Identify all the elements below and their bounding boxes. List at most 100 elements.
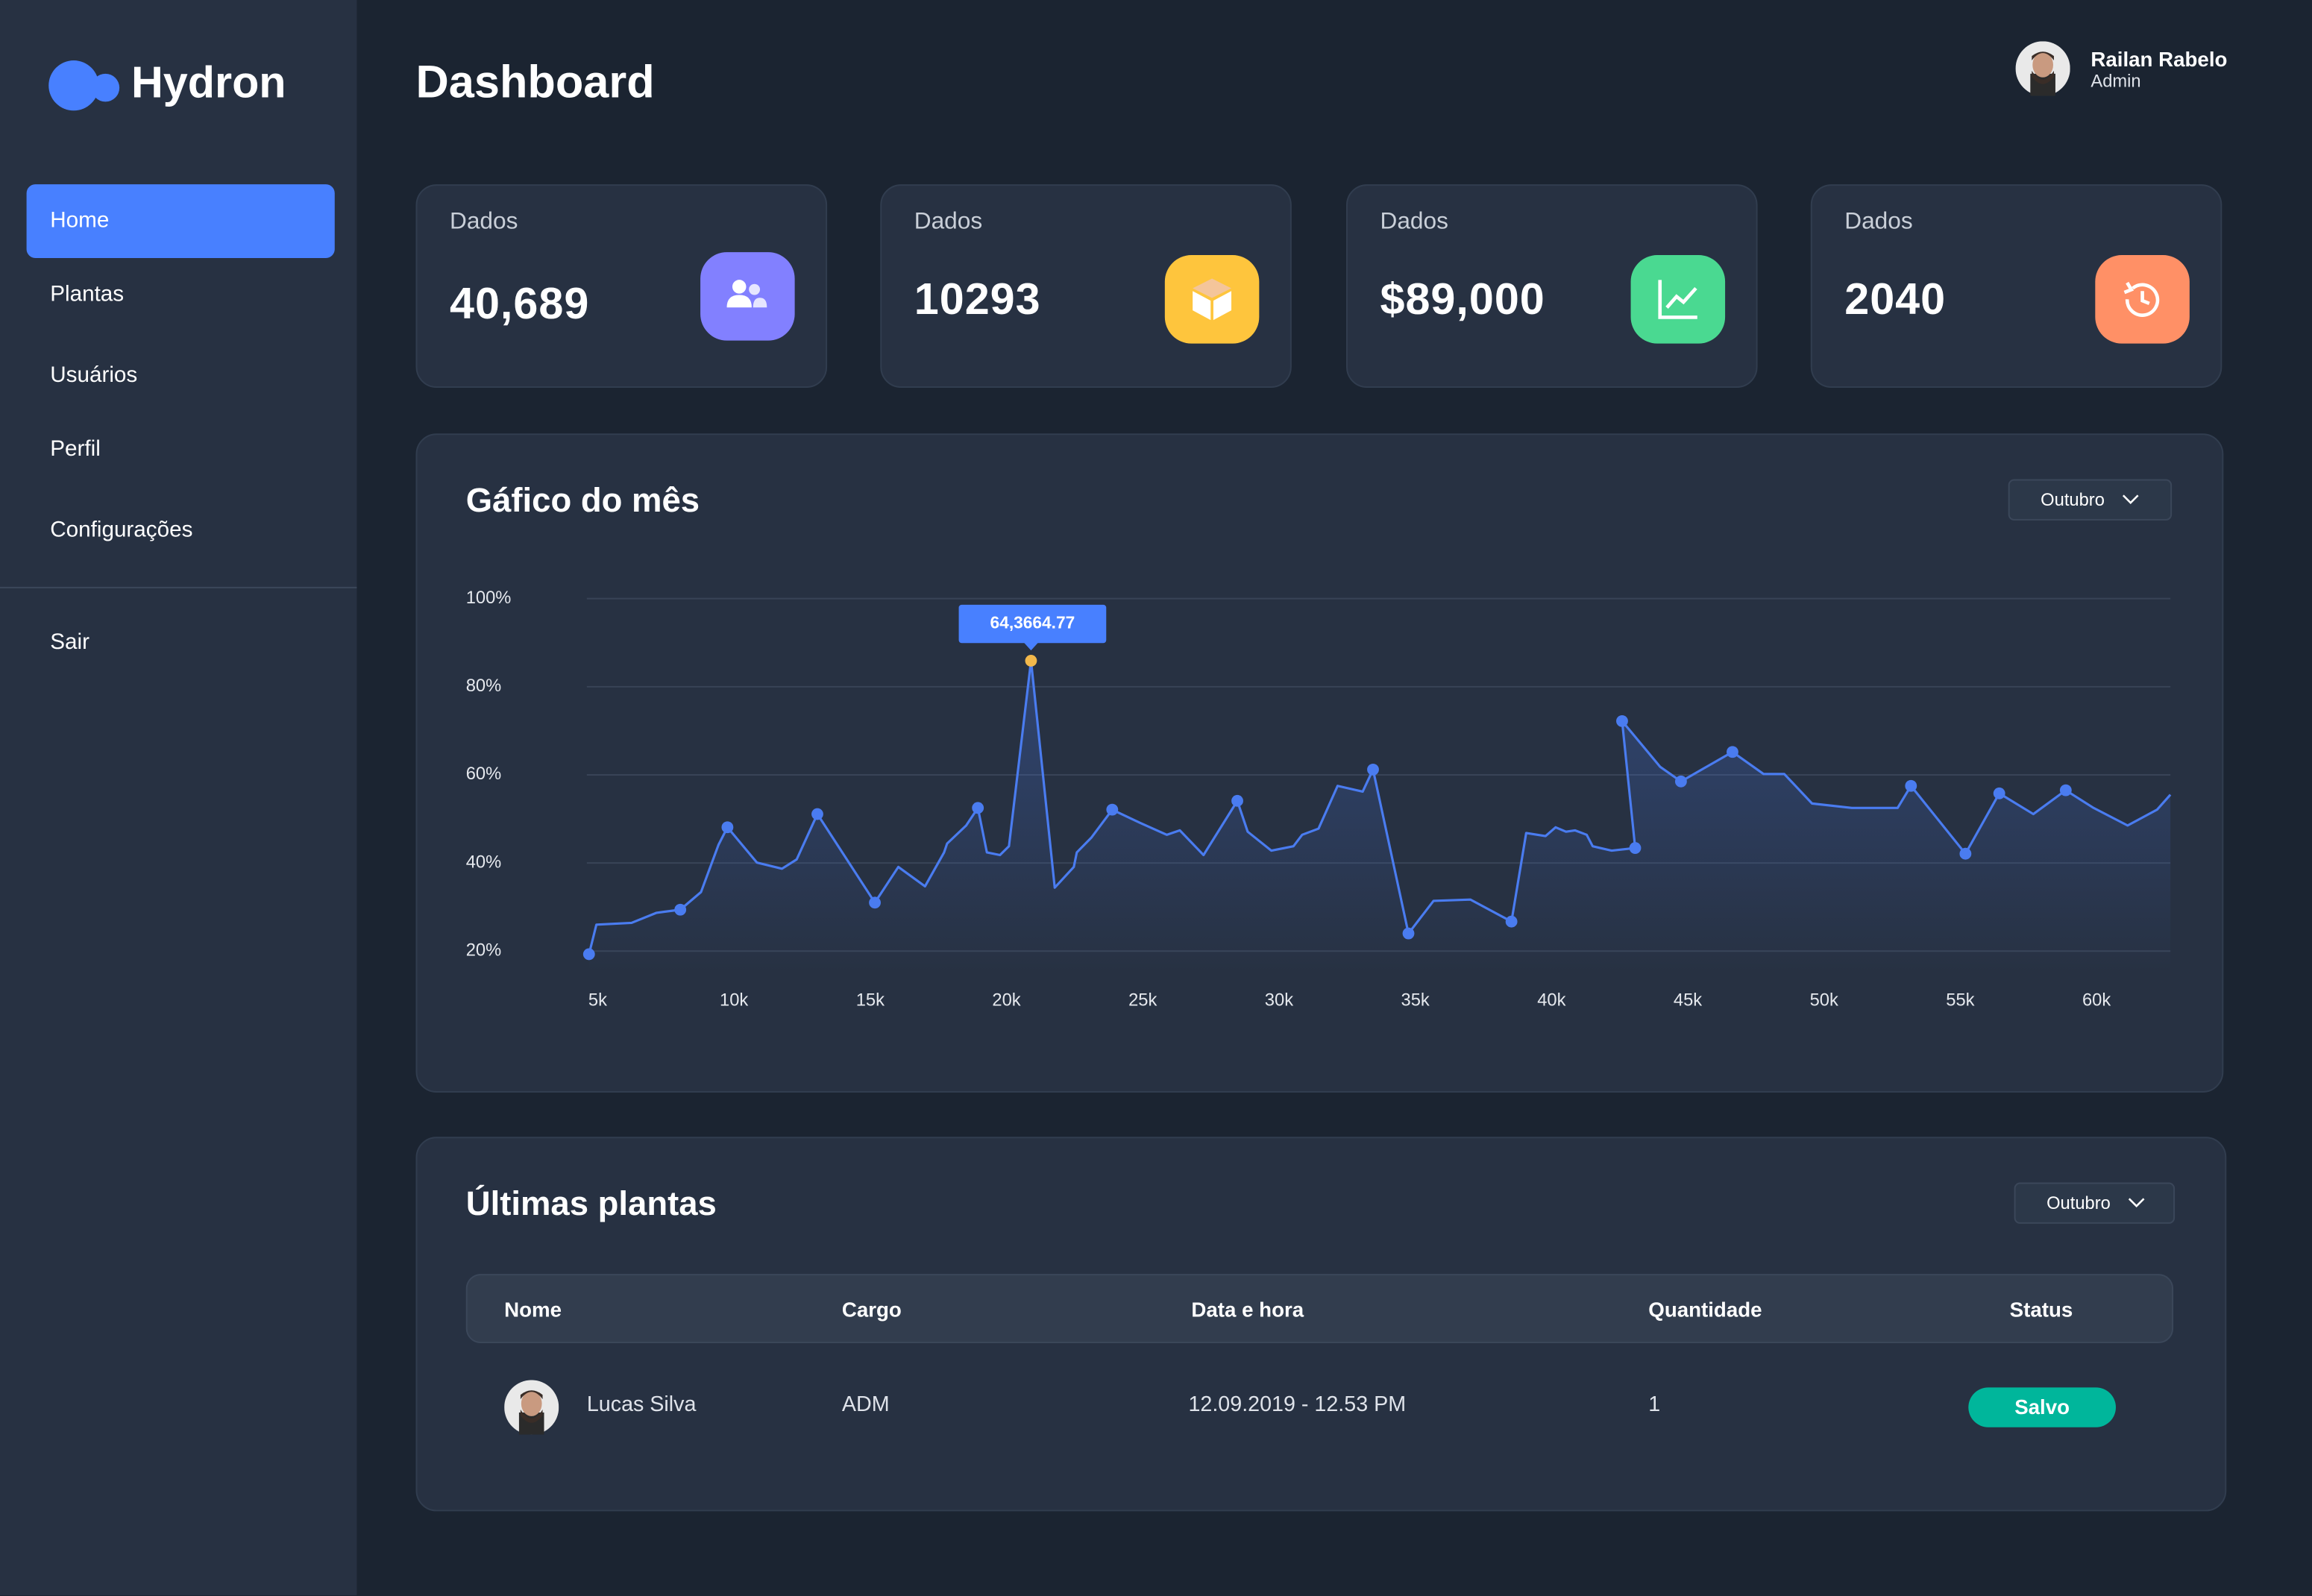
column-header: Data e hora xyxy=(1191,1297,1304,1322)
logo-mark xyxy=(48,60,99,111)
card-value: 2040 xyxy=(1844,275,1947,324)
y-tick-label: 60% xyxy=(466,764,501,784)
chevron xyxy=(2129,1198,2146,1208)
data-point xyxy=(1106,803,1119,816)
nav-active-bg[interactable] xyxy=(26,184,335,258)
user-name: Railan Rabelo xyxy=(2090,47,2228,71)
user-role: Admin xyxy=(2090,70,2141,92)
icon-glyph xyxy=(726,280,767,308)
x-tick-label: 40k xyxy=(1537,991,1565,1011)
icon-glyph xyxy=(2123,281,2160,317)
data-point xyxy=(972,802,984,814)
data-point xyxy=(1674,775,1687,788)
y-tick-label: 80% xyxy=(466,676,501,696)
x-tick-label: 35k xyxy=(1401,991,1430,1011)
icon-glyph xyxy=(1193,278,1232,321)
x-tick-label: 50k xyxy=(1810,991,1838,1011)
x-tick-label: 15k xyxy=(856,991,885,1011)
table-cell: 1 xyxy=(1648,1393,1661,1417)
column-header: Status xyxy=(2009,1297,2073,1322)
card-icon xyxy=(1630,255,1726,344)
y-tick-label: 100% xyxy=(466,588,512,608)
divider xyxy=(0,586,357,588)
chart-panel xyxy=(415,433,2224,1093)
column-header: Nome xyxy=(504,1297,562,1322)
card-label: Dados xyxy=(1844,209,1913,235)
data-point xyxy=(721,821,734,834)
x-tick-label: 60k xyxy=(2082,991,2111,1011)
highlight-point xyxy=(1025,655,1037,667)
tooltip-label: 64,3664.77 xyxy=(990,613,1075,632)
dropdown-label: Outubro xyxy=(2041,489,2105,511)
table-cell: ADM xyxy=(841,1393,890,1417)
line xyxy=(588,659,2172,955)
card-value: $89,000 xyxy=(1380,275,1545,324)
data-point xyxy=(869,896,881,909)
data-point xyxy=(1505,915,1518,928)
row-avatar xyxy=(504,1380,559,1435)
x-tick-label: 25k xyxy=(1128,991,1157,1011)
card-icon xyxy=(1164,255,1260,344)
chart-title: Gáfico do mês xyxy=(465,480,700,519)
x-tick-label: 55k xyxy=(1946,991,1974,1011)
card-icon xyxy=(2095,255,2190,344)
logo-mark xyxy=(91,73,120,102)
dropdown-label: Outubro xyxy=(2046,1193,2111,1214)
data-point xyxy=(1402,927,1415,940)
status-pill: Salvo xyxy=(1968,1387,2116,1427)
column-header: Cargo xyxy=(841,1297,902,1322)
month-dropdown[interactable]: Outubro xyxy=(2008,479,2173,521)
card-label: Dados xyxy=(914,209,983,235)
x-tick-label: 45k xyxy=(1674,991,1702,1011)
chevron xyxy=(2123,494,2140,504)
data-point xyxy=(1629,842,1642,854)
nav-item[interactable]: Plantas xyxy=(50,281,125,307)
logout[interactable]: Sair xyxy=(50,629,89,655)
y-tick-label: 40% xyxy=(466,852,501,872)
user-avatar[interactable] xyxy=(2015,41,2070,96)
x-tick-label: 30k xyxy=(1265,991,1293,1011)
card-value: 40,689 xyxy=(449,280,590,329)
line-area xyxy=(588,660,2171,973)
x-tick-label: 20k xyxy=(992,991,1020,1011)
nav-item[interactable]: Home xyxy=(50,207,110,233)
card-label: Dados xyxy=(1380,209,1448,235)
table-cell: 12.09.2019 - 12.53 PM xyxy=(1188,1393,1407,1417)
month-dropdown[interactable]: Outubro xyxy=(2014,1182,2176,1224)
logo-text: Hydron xyxy=(131,59,286,108)
page-title: Dashboard xyxy=(415,56,655,108)
data-point xyxy=(1993,787,2005,799)
data-point xyxy=(1616,714,1628,727)
data-point xyxy=(674,903,687,916)
data-point xyxy=(582,948,595,961)
nav-item[interactable]: Configurações xyxy=(50,517,193,543)
data-point xyxy=(2059,784,2072,797)
card-label: Dados xyxy=(449,209,518,235)
x-tick-label: 10k xyxy=(720,991,748,1011)
y-tick-label: 20% xyxy=(466,941,501,961)
data-point xyxy=(1959,847,1972,860)
card-icon xyxy=(700,252,795,341)
tooltip-box xyxy=(958,604,1107,644)
data-point xyxy=(1905,779,1917,792)
avatar-image xyxy=(504,1380,559,1435)
nav-item[interactable]: Perfil xyxy=(50,436,101,462)
sidebar: Hydron Sair xyxy=(0,0,357,1596)
icon-glyph xyxy=(1658,280,1697,319)
nav-item[interactable]: Usuários xyxy=(50,362,138,388)
data-point xyxy=(1231,794,1243,807)
tooltip-pointer xyxy=(1023,642,1039,651)
data-point xyxy=(811,808,823,820)
table-cell: Lucas Silva xyxy=(586,1393,697,1417)
table-header xyxy=(465,1274,2174,1344)
x-tick-label: 5k xyxy=(588,991,607,1011)
data-point xyxy=(1367,763,1379,776)
data-point xyxy=(1727,746,1738,758)
table-title: Últimas plantas xyxy=(465,1184,717,1222)
column-header: Quantidade xyxy=(1648,1297,1762,1322)
card-value: 10293 xyxy=(914,275,1041,324)
